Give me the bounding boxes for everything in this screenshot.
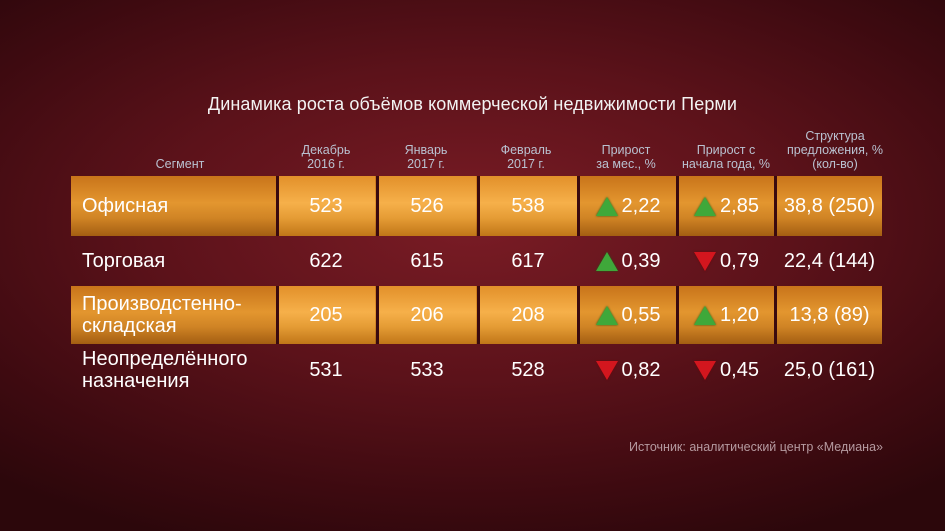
value-growth-ytd: 0,79: [679, 236, 774, 286]
value-growth-month: 0,55: [580, 286, 676, 344]
header-growth-month-line2: за мес., %: [596, 157, 656, 171]
arrow-down-icon: [595, 360, 618, 380]
value-december: 531: [309, 358, 343, 381]
arrow-down-icon: [694, 360, 717, 380]
value-growth-month: 0,82: [580, 344, 676, 396]
table-row-undefined: Неопределённого назначения 531 533 528 0,…: [71, 344, 882, 396]
header-segment-label: Сегмент: [155, 157, 205, 171]
column-divider: [774, 286, 777, 344]
arrow-up-icon: [694, 196, 717, 216]
header-structure-line2: предложения, %: [787, 143, 883, 157]
segment-cell: Офисная: [82, 176, 168, 236]
value-january: 526: [378, 176, 476, 236]
header-december: Декабрь 2016 г.: [278, 125, 374, 171]
column-divider: [477, 176, 480, 236]
value-december: 523: [277, 176, 375, 236]
segment-cell: Производстенно-складская: [82, 286, 242, 344]
value-growth-ytd: 1,20: [679, 286, 774, 344]
header-december-line1: Декабрь: [301, 143, 351, 157]
header-structure-line3: (кол-во): [812, 157, 858, 171]
segment-label-line2: назначения: [82, 370, 190, 392]
value-february: 528: [511, 358, 545, 381]
table-row-industrial: Производстенно-складская 205 206 208 0,5…: [71, 286, 882, 344]
value-growth-month: 0,39: [580, 236, 676, 286]
segment-label: Торговая: [82, 250, 166, 272]
header-january-line1: Январь: [404, 143, 448, 157]
value-structure: 25,0 (161): [783, 358, 876, 381]
column-divider: [676, 176, 679, 236]
header-structure: Структура предложения, % (кол-во): [780, 119, 890, 171]
column-divider: [676, 286, 679, 344]
header-segment: Сегмент: [110, 125, 250, 171]
value-february: 538: [479, 176, 577, 236]
segment-label-line1: Неопределённого: [82, 348, 248, 370]
value-growth-month: 2,22: [580, 176, 676, 236]
value-structure: 13,8 (89): [789, 303, 870, 326]
segment-label: Офисная: [82, 195, 169, 217]
header-growth-ytd-line1: Прирост с: [696, 143, 756, 157]
value-growth-ytd: 0,45: [679, 344, 774, 396]
header-growth-ytd: Прирост с начала года, %: [670, 125, 782, 171]
column-divider: [376, 176, 379, 236]
arrow-up-icon: [595, 196, 618, 216]
column-divider: [276, 286, 279, 344]
column-divider: [577, 176, 580, 236]
value-december: 622: [309, 249, 343, 272]
header-january: Январь 2017 г.: [378, 125, 474, 171]
table-title: Динамика роста объёмов коммерческой недв…: [207, 94, 738, 114]
header-february: Февраль 2017 г.: [478, 125, 574, 171]
column-divider: [774, 176, 777, 236]
column-divider: [477, 286, 480, 344]
value-february: 208: [479, 286, 577, 344]
header-january-line2: 2017 г.: [407, 157, 445, 171]
segment-label-line2: складская: [82, 315, 177, 337]
arrow-down-icon: [694, 251, 717, 271]
value-structure: 38,8 (250): [783, 194, 876, 217]
source-note: Источник: аналитический центр «Медиана»: [629, 440, 883, 454]
header-structure-line1: Структура: [805, 129, 865, 143]
value-growth-ytd: 2,85: [679, 176, 774, 236]
header-february-line2: 2017 г.: [507, 157, 545, 171]
header-growth-ytd-line2: начала года, %: [681, 157, 771, 171]
header-december-line2: 2016 г.: [307, 157, 345, 171]
table-row-retail: Торговая 622 615 617 0,39 0,79 22,4 (144…: [71, 236, 882, 286]
arrow-up-icon: [595, 251, 618, 271]
value-january: 615: [410, 249, 444, 272]
column-divider: [276, 176, 279, 236]
segment-label-line1: Производстенно-: [82, 293, 242, 315]
header-february-line1: Февраль: [500, 143, 552, 157]
column-divider: [376, 286, 379, 344]
arrow-up-icon: [595, 305, 618, 325]
value-structure: 22,4 (144): [783, 249, 876, 272]
header-growth-month: Прирост за мес., %: [578, 125, 674, 171]
segment-cell: Торговая: [82, 236, 165, 286]
segment-cell: Неопределённого назначения: [82, 344, 247, 396]
column-divider: [577, 286, 580, 344]
value-january: 206: [378, 286, 476, 344]
arrow-up-icon: [694, 305, 717, 325]
value-february: 617: [511, 249, 545, 272]
table-row-office: Офисная 523 526 538 2,22 2,85 38,8 (250): [71, 176, 882, 236]
value-january: 533: [410, 358, 444, 381]
header-growth-month-line1: Прирост: [601, 143, 651, 157]
value-december: 205: [277, 286, 375, 344]
